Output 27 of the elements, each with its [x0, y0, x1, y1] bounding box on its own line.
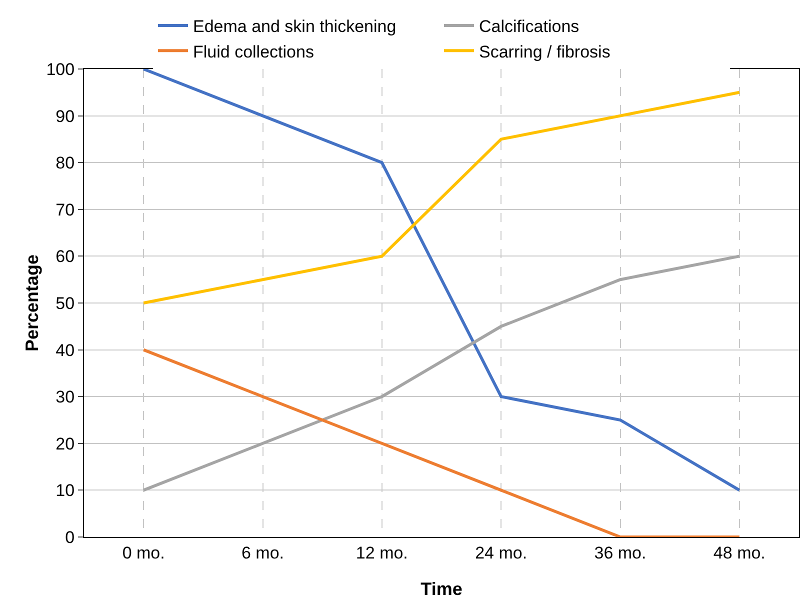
- line-series: [142, 348, 741, 537]
- legend-label: Calcifications: [479, 17, 580, 36]
- legend-label: Fluid collections: [193, 42, 314, 62]
- line-series: [142, 90, 741, 304]
- y-tick-label: 60: [56, 247, 75, 266]
- x-tick-label: 48 mo.: [713, 543, 766, 562]
- legend-label: Scarring / fibrosis: [479, 42, 610, 62]
- x-axis-title: Time: [420, 579, 462, 599]
- y-tick-label: 80: [56, 154, 75, 173]
- line-series: [142, 69, 741, 492]
- y-tick-label: 10: [56, 481, 75, 500]
- y-tick-label: 20: [56, 434, 75, 454]
- y-tick-label: 70: [56, 200, 75, 220]
- x-tick-label: 24 mo.: [475, 543, 528, 562]
- y-tick-label: 90: [56, 106, 75, 126]
- y-tick-label: 40: [56, 340, 75, 360]
- x-tick-label: 0 mo.: [122, 543, 165, 562]
- y-tick-label: 50: [56, 294, 75, 313]
- y-tick-label: 100: [46, 60, 75, 79]
- y-tick-label: 30: [56, 388, 75, 407]
- y-tick-label: 0: [65, 528, 75, 547]
- y-axis-title: Percentage: [22, 254, 42, 352]
- x-tick-label: 36 mo.: [594, 543, 646, 562]
- legend-label: Edema and skin thickening: [193, 17, 396, 36]
- line-series: [142, 254, 741, 492]
- x-tick-label: 6 mo.: [241, 543, 284, 562]
- x-tick-label: 12 mo.: [356, 543, 408, 562]
